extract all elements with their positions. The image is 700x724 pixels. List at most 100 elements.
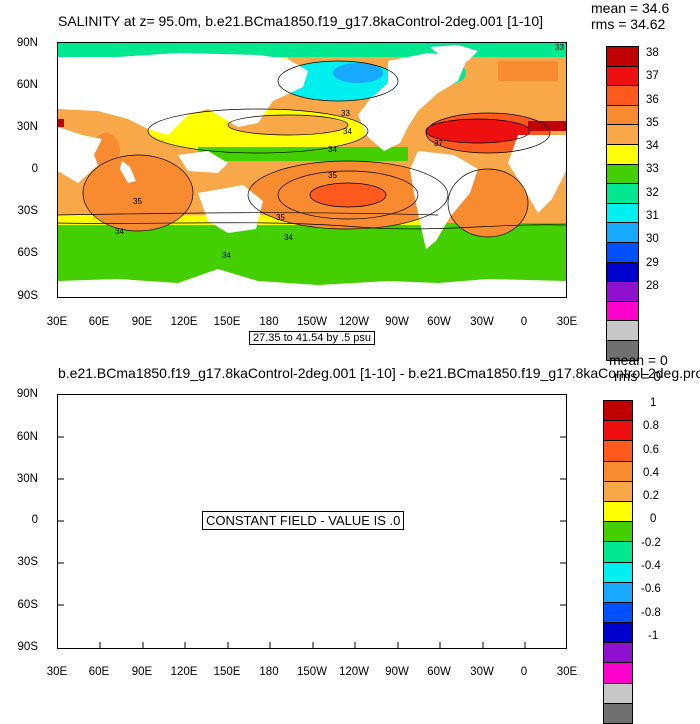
cb-label: 0.6 [643,444,659,456]
cb-swatch [603,601,633,623]
contour-lines [58,60,566,238]
bottom-mean-stat: mean = 0 [609,352,668,368]
cb-label: 0.4 [643,467,659,479]
cb-swatch [603,500,633,522]
lon-label: 60W [427,666,451,678]
lon-label: 30E [46,666,68,678]
lon-label: 120W [338,666,370,678]
lat-label-90n: 90N [16,388,38,400]
australia-land [198,185,263,233]
cb-swatch [603,561,633,582]
bottom-rms-stat: rms = 0 [614,368,662,384]
lat-label-30s: 30S [17,556,38,568]
greenland-land [430,45,478,61]
lon-label: 150E [213,316,241,328]
lon-label: 120E [170,316,198,328]
cb-label: 0.2 [643,490,659,502]
lat-label-60n: 60N [16,431,38,443]
cb-label: 0 [650,513,657,525]
cb-swatch [606,163,639,184]
cb-label: 36 [646,94,659,106]
lat-label-60s: 60S [17,599,38,611]
tick-marks [58,436,566,648]
lon-label: 90W [385,666,409,678]
red-sea [58,119,64,127]
contour-label: 33 [341,109,350,118]
cb-swatch [603,420,633,441]
salinity-map-canvas [58,43,566,297]
cb-swatch [606,124,639,144]
cb-swatch [603,541,633,562]
lon-label: 150W [296,666,328,678]
lon-label: 90W [385,316,409,328]
lon-label: 120W [338,316,370,328]
cb-label: 31 [646,210,659,222]
cb-label: 29 [646,257,659,269]
contour-label: 37 [434,139,443,148]
lon-label: 30E [46,316,68,328]
cb-swatch [603,460,633,481]
cb-swatch [603,400,633,421]
cb-label: 0.8 [643,420,659,432]
cb-swatch [606,202,639,223]
gulf-alaska [333,63,383,83]
cb-swatch [606,261,639,282]
lon-label: 30W [470,666,494,678]
lon-label: 90E [131,316,153,328]
cb-label: -0.6 [641,583,661,595]
indian-ocean-high [83,155,193,231]
contour-label: 33 [555,43,564,52]
lon-label: 30E [556,666,578,678]
lon-label: 30E [556,316,578,328]
cb-swatch [603,521,633,542]
mediterranean [528,121,566,131]
cb-label: -0.8 [641,607,661,619]
bottom-panel-title: b.e21.BCma1850.f19_g17.8kaControl-2deg.0… [58,365,700,381]
lon-label: 60E [88,316,110,328]
lat-label-equator: 0 [31,163,38,175]
contour-label: 35 [276,213,285,222]
lat-label-30n: 30N [16,473,38,485]
lon-label: 150W [296,316,328,328]
lon-label: 120E [170,666,198,678]
cb-label: 34 [646,140,659,152]
cb-label: 33 [646,163,659,175]
contour-label: 34 [222,251,231,260]
cb-swatch [606,241,639,262]
contour-label: 34 [328,145,337,154]
north-atlantic-core [426,119,530,143]
cb-swatch [603,702,633,724]
cb-swatch [603,581,633,602]
south-pacific-core [310,183,386,207]
lat-label-90s: 90S [17,290,38,302]
top-colorbar [606,46,639,361]
cb-label: -1 [648,630,659,642]
north-america-land [358,53,468,151]
cb-label: 28 [646,280,659,292]
top-panel-title: SALINITY at z= 95.0m, b.e21.BCma1850.f19… [58,13,543,29]
contour-label: 35 [328,171,337,180]
lat-label-90n: 90N [16,37,38,49]
equatorial-green [198,147,408,161]
lat-label-60s: 60S [17,247,38,259]
cb-label: 32 [646,187,659,199]
top-rms-stat: rms = 34.62 [591,16,666,32]
contour-label: 34 [115,227,124,236]
antarctica-land [58,269,566,297]
cb-label: 30 [646,233,659,245]
top-mean-stat: mean = 34.6 [591,0,670,16]
cb-swatch [606,46,639,66]
cb-swatch [606,104,639,125]
salinity-map: 33 33 34 37 34 35 35 35 34 34 34 [57,42,567,298]
difference-map-ticks [58,436,566,648]
cb-label: 37 [646,70,659,82]
lon-label: 150E [213,666,241,678]
lon-label: 60E [88,666,110,678]
bottom-colorbar [603,400,633,724]
cb-swatch [603,440,633,461]
cb-label: 1 [650,397,657,409]
lon-label: 0 [520,316,528,328]
lon-label: 60W [427,316,451,328]
cb-swatch [606,300,639,321]
india-tip-land [120,161,136,183]
